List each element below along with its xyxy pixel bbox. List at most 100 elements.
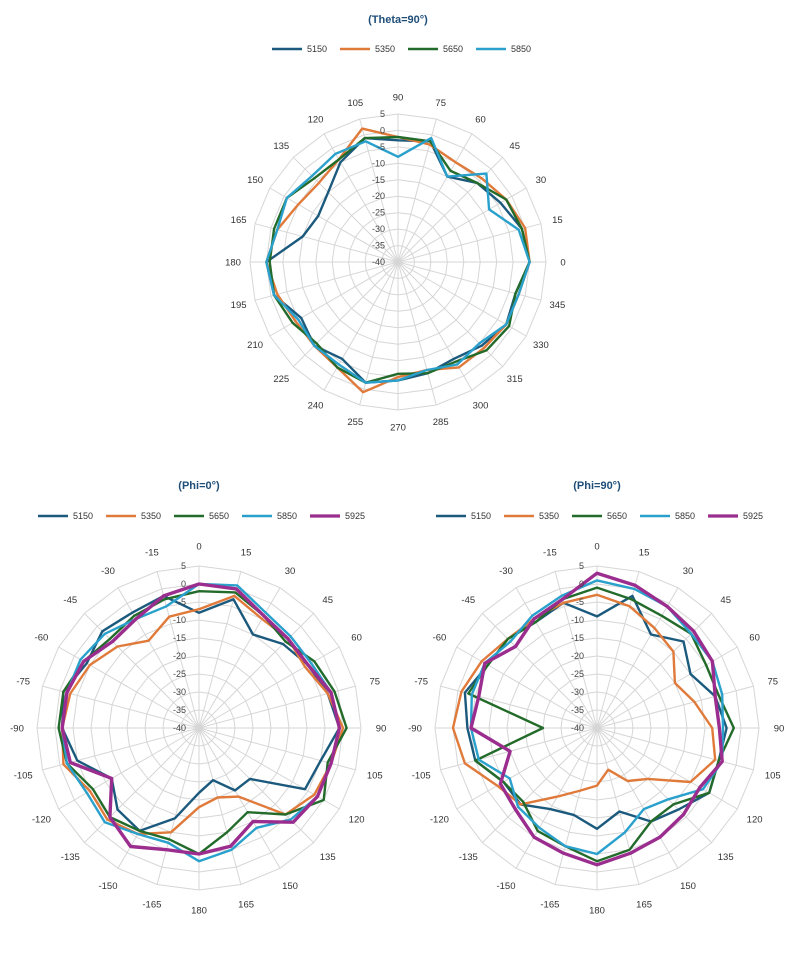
grid-spoke [397,261,542,301]
chart-theta90: (Theta=90°)5150 5350 5650 58509075604530150… [225,14,566,434]
grid-spoke [397,261,473,391]
angle-label: -90 [408,724,422,735]
legend-label-5150: 5150 [471,511,491,521]
angle-label: 105 [347,98,363,109]
radial-label: 0 [380,125,385,135]
grid-spoke [397,261,437,406]
grid-spoke [156,727,200,885]
chart-title: (Phi=90°) [573,480,621,492]
angle-label: -30 [499,566,513,577]
legend-label-5150: 5150 [307,44,327,54]
angle-label: -105 [412,771,431,782]
radial-label: -40 [372,257,385,267]
angle-label: 135 [718,852,734,863]
grid-spoke [42,727,200,771]
angle-label: 120 [349,815,365,826]
grid-spoke [254,261,399,301]
radial-label: -25 [571,669,584,679]
legend-label-5350: 5350 [141,511,161,521]
series-line-5350 [451,593,717,806]
angle-label: 285 [433,417,449,428]
angle-label: 255 [347,417,363,428]
grid-spoke [198,646,340,729]
grid-spoke [596,646,738,729]
angle-label: 180 [191,906,207,917]
angle-label: 30 [683,566,694,577]
angle-label: 120 [308,115,324,126]
grid-spoke [456,646,598,729]
angle-label: 105 [367,771,383,782]
radial-label: -35 [372,241,385,251]
angle-label: -60 [433,633,447,644]
angle-label: 15 [552,215,563,226]
angle-label: 90 [774,724,785,735]
chart-title: (Phi=0°) [178,480,220,492]
grid-spoke [596,587,679,729]
angle-label: 30 [285,566,296,577]
angle-label: -45 [461,595,475,606]
angle-label: 75 [435,98,446,109]
grid-spoke [292,156,399,263]
chart-phi90: (Phi=90°)5150 5350 5650 5850 592501530456075… [408,480,784,917]
radial-label: -20 [571,651,584,661]
angle-label: 105 [765,771,781,782]
grid-spoke [596,727,712,843]
angle-label: 0 [560,258,565,269]
series-line-5850 [265,136,531,384]
grid-spoke [292,261,399,368]
angle-label: 195 [231,300,247,311]
angle-label: 150 [680,881,696,892]
angle-label: 165 [238,899,254,910]
legend-label-5925: 5925 [345,511,365,521]
angle-label: 210 [247,340,263,351]
angle-label: 165 [636,899,652,910]
angle-label: -165 [540,899,559,910]
grid-spoke [515,727,598,869]
series-line-5925 [60,582,342,856]
radial-label: 5 [380,109,385,119]
grid-spoke [323,133,399,263]
angle-label: 15 [241,548,252,559]
angle-label: 135 [273,141,289,152]
grid-spoke [359,261,399,406]
grid [434,565,760,891]
legend-label-5350: 5350 [539,511,559,521]
angle-label: 0 [196,542,201,553]
radial-label: -15 [173,633,186,643]
radial-label: -25 [173,669,186,679]
legend-label-5925: 5925 [743,511,763,521]
grid-spoke [198,587,281,729]
grid-spoke [42,685,200,729]
grid-spoke [397,261,527,337]
legend-label-5850: 5850 [277,511,297,521]
angle-label: 60 [749,633,760,644]
angle-label: 180 [225,258,241,269]
radial-label: -5 [178,597,186,607]
angle-label: -165 [142,899,161,910]
angle-label: -105 [14,771,33,782]
angle-label: -45 [63,595,77,606]
angle-label: 45 [322,595,333,606]
radial-label: 0 [181,579,186,589]
legend-label-5350: 5350 [375,44,395,54]
grid-spoke [198,727,340,810]
grid-spoke [117,587,200,729]
angle-label: 165 [231,215,247,226]
grid-spoke [482,613,598,729]
grid-spoke [198,727,242,885]
angle-label: 270 [390,423,406,434]
angle-label: 345 [549,300,565,311]
radial-label: -35 [173,705,186,715]
angle-label: 135 [320,852,336,863]
grid-spoke [84,727,200,843]
series-line-5350 [61,594,345,836]
grid-spoke [440,727,598,771]
grid-spoke [198,613,314,729]
angle-label: 60 [475,115,486,126]
radial-label: -25 [372,208,385,218]
angle-label: 90 [376,724,387,735]
radial-label: 0 [579,579,584,589]
grid-spoke [359,118,399,263]
radial-label: -10 [372,158,385,168]
